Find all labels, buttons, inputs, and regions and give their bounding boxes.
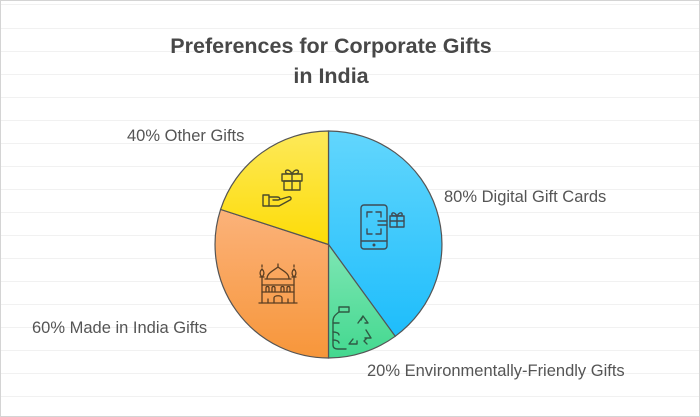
slice-environmentally-friendly — [327, 242, 397, 359]
label-other-gifts: 40% Other Gifts — [127, 127, 245, 145]
label-digital-gift-cards: 80% Digital Gift Cards — [444, 188, 607, 206]
label-made-in-india: 60% Made in India Gifts — [32, 319, 208, 337]
gift-hand-icon — [262, 169, 303, 207]
chart-title-line2: in India — [293, 64, 369, 88]
chart-title: Preferences for Corporate Gifts in India — [1, 31, 661, 91]
mosque-icon — [258, 263, 298, 304]
slice-made-in-india — [214, 208, 330, 359]
slice-other-gifts — [219, 130, 330, 246]
label-environmentally-friendly: 20% Environmentally-Friendly Gifts — [367, 362, 625, 380]
bottle-recycle-icon — [332, 306, 372, 350]
phone-gift-card-icon — [360, 204, 405, 250]
slice-digital-gift-cards — [327, 130, 443, 338]
chart-title-line1: Preferences for Corporate Gifts — [170, 34, 492, 58]
